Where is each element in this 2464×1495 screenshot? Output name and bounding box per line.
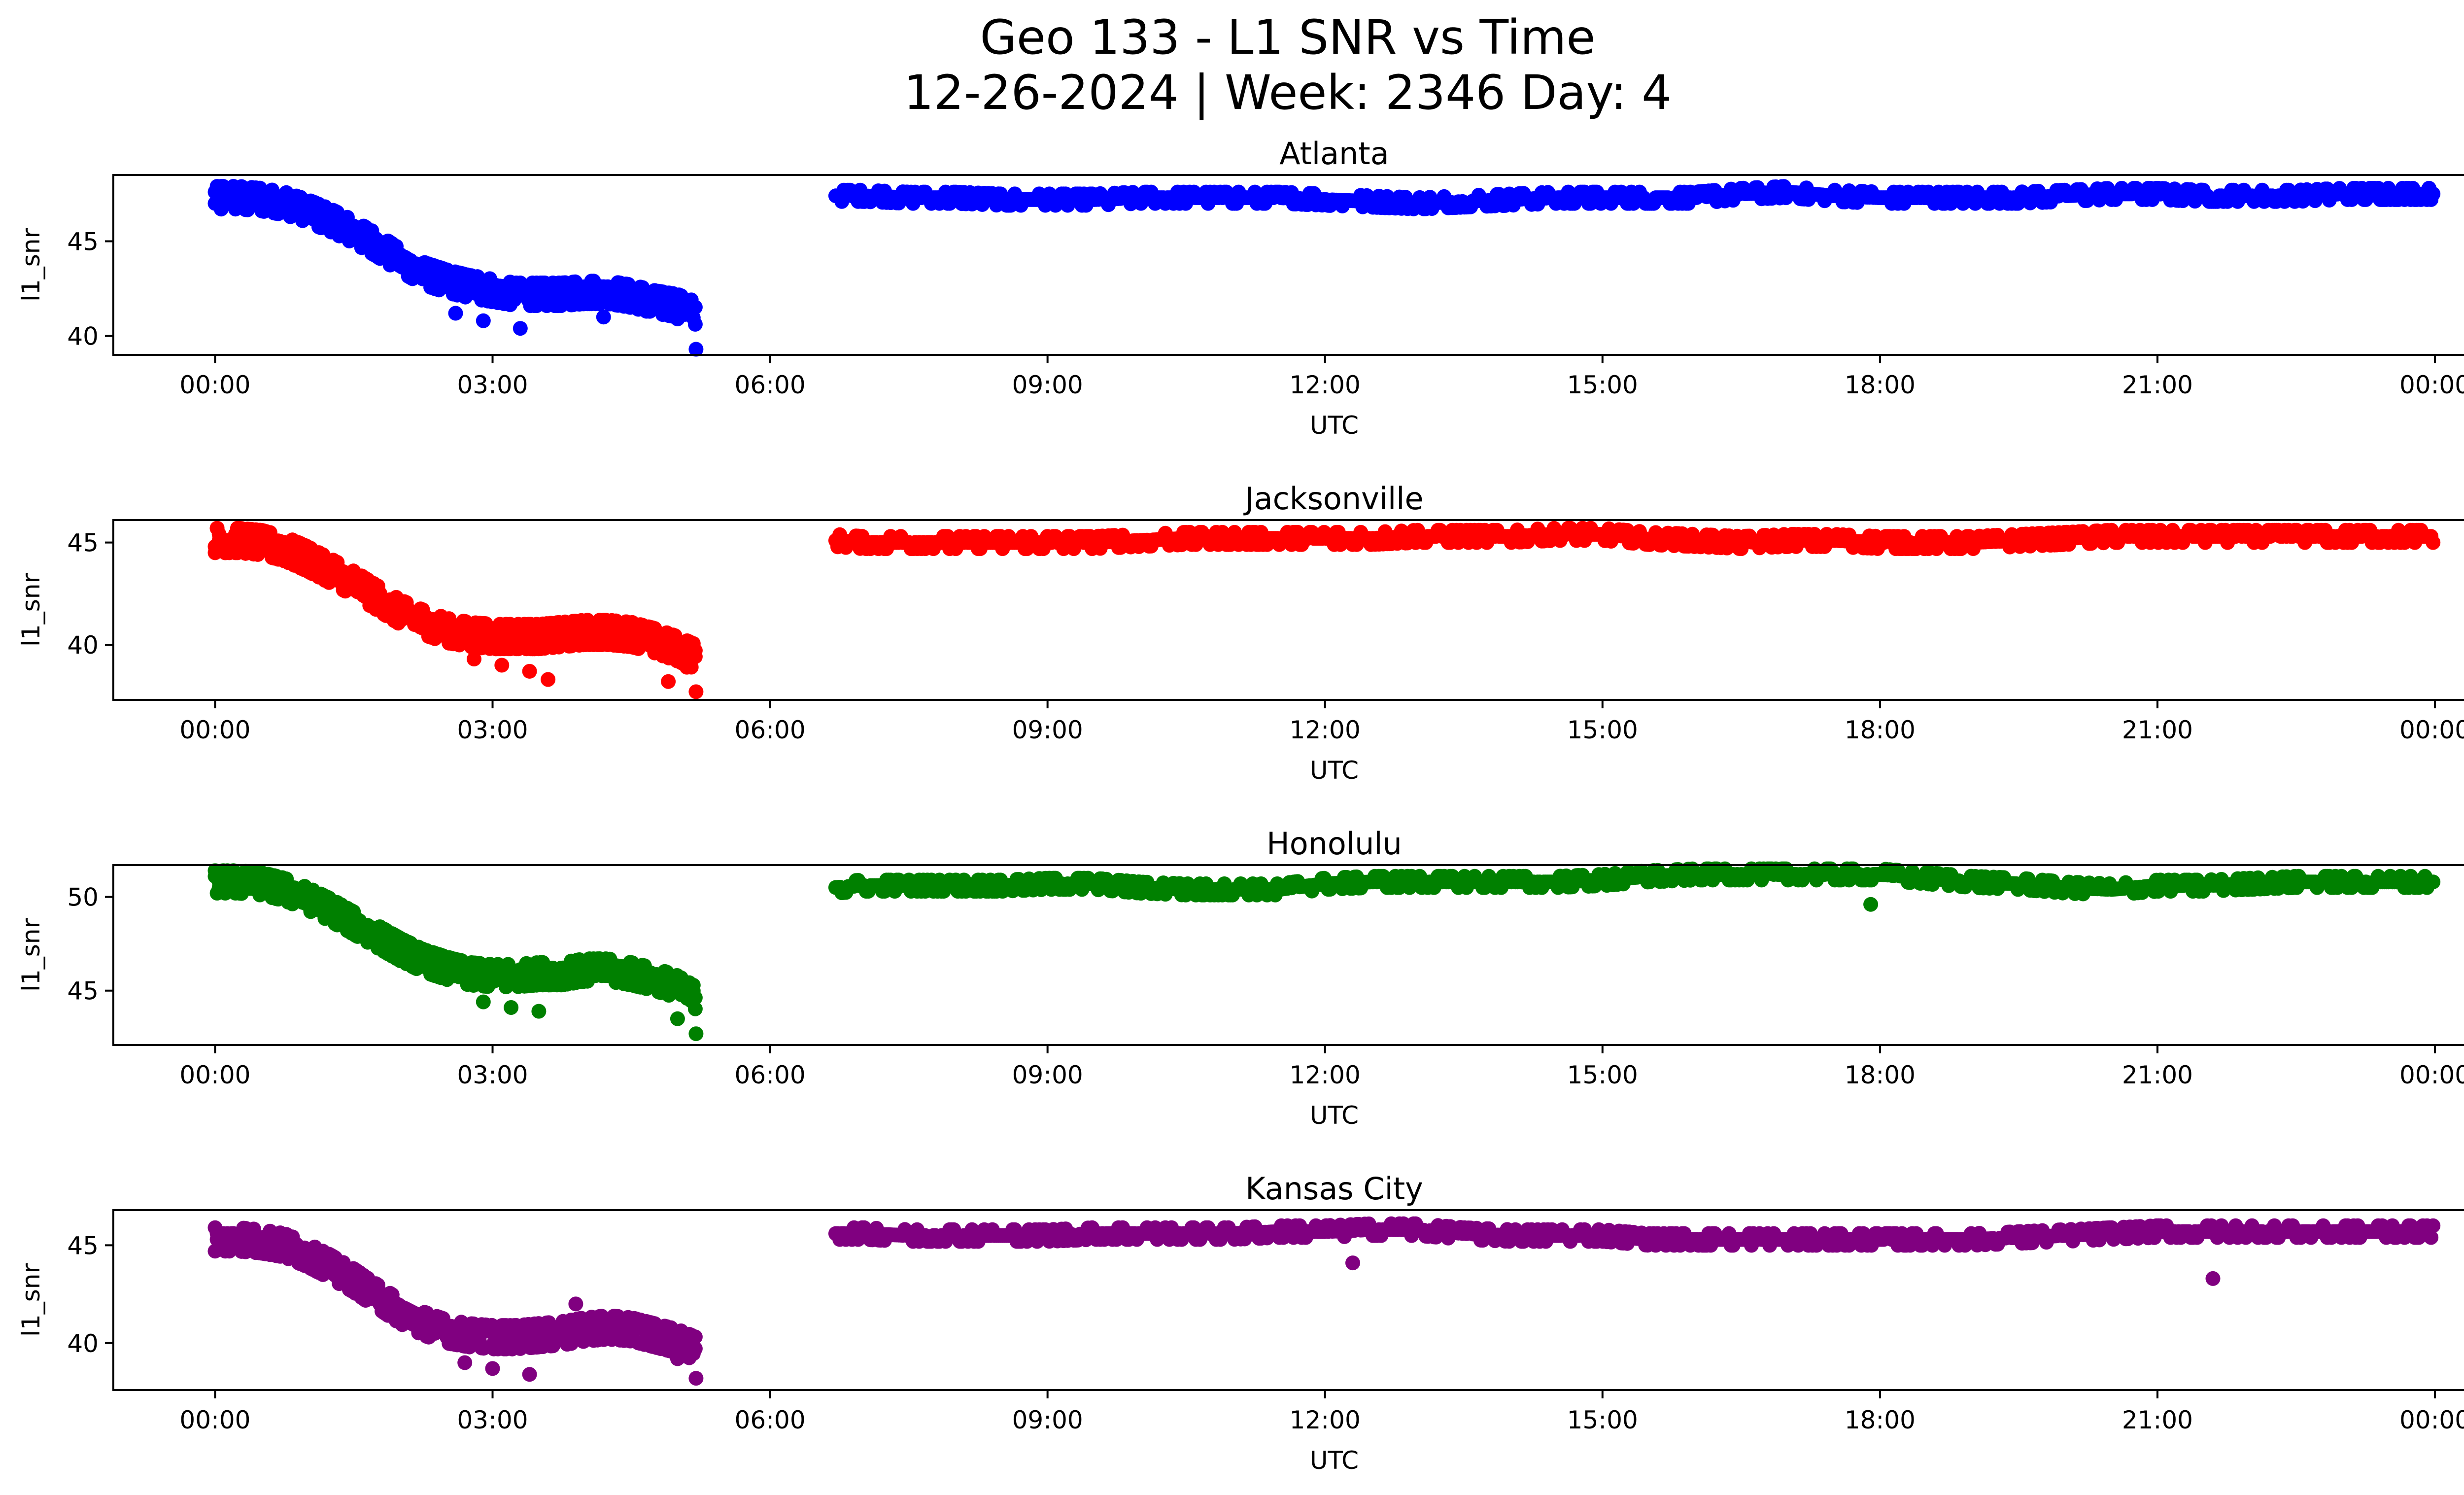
figure-title-line2: 12-26-2024 | Week: 2346 Day: 4 bbox=[903, 65, 1672, 120]
jacksonville-subplot-title: Jacksonville bbox=[1243, 481, 1423, 517]
jacksonville-point bbox=[2426, 535, 2441, 550]
atlanta-x-tick-label: 21:00 bbox=[2122, 371, 2193, 399]
jacksonville-x-tick-label: 03:00 bbox=[457, 716, 528, 744]
jacksonville-axes-frame bbox=[112, 519, 2464, 701]
honolulu-x-tick-label: 06:00 bbox=[735, 1061, 806, 1089]
honolulu-outlier-point bbox=[1863, 897, 1879, 912]
figure-title-line1: Geo 133 - L1 SNR vs Time bbox=[980, 10, 1596, 65]
atlanta-x-tick-label: 15:00 bbox=[1567, 371, 1638, 399]
honolulu-outlier-point bbox=[688, 1026, 704, 1042]
honolulu-x-tick-label: 09:00 bbox=[1012, 1061, 1083, 1089]
kansas-city-point bbox=[687, 1329, 703, 1345]
honolulu-y-tick-label: 50 bbox=[67, 883, 99, 912]
atlanta-x-tick-label: 06:00 bbox=[735, 371, 806, 399]
honolulu-outlier-point bbox=[476, 994, 491, 1009]
jacksonville-x-tick-label: 21:00 bbox=[2122, 716, 2193, 744]
jacksonville-point bbox=[687, 643, 703, 658]
atlanta-x-tick-label: 00:00 bbox=[2399, 371, 2464, 399]
jacksonville-outlier-point bbox=[522, 663, 537, 679]
kansas-city-points bbox=[207, 1216, 2441, 1386]
atlanta-point bbox=[2370, 180, 2386, 196]
atlanta-outlier-point bbox=[642, 304, 657, 319]
atlanta-outlier-point bbox=[476, 313, 491, 328]
atlanta-y-tick-label: 40 bbox=[67, 322, 99, 351]
atlanta-x-axis-label: UTC bbox=[1310, 411, 1359, 440]
jacksonville-y-axis-label: l1_snr bbox=[17, 573, 45, 647]
atlanta-points bbox=[207, 179, 2441, 357]
honolulu-point bbox=[687, 990, 703, 1005]
honolulu-point bbox=[2426, 874, 2441, 890]
atlanta-y-axis-label: l1_snr bbox=[17, 228, 45, 302]
honolulu-points bbox=[207, 861, 2441, 1042]
honolulu-subplot-title: Honolulu bbox=[1266, 826, 1402, 862]
atlanta-point bbox=[687, 316, 703, 332]
jacksonville-x-axis-label: UTC bbox=[1310, 756, 1359, 785]
jacksonville-outlier-point bbox=[661, 674, 676, 689]
kansas-city-subplot-title: Kansas City bbox=[1245, 1171, 1423, 1207]
jacksonville-outlier-point bbox=[688, 684, 704, 699]
jacksonville-x-tick-label: 12:00 bbox=[1290, 716, 1361, 744]
honolulu-axes-frame bbox=[112, 864, 2464, 1046]
honolulu-x-tick-label: 18:00 bbox=[1845, 1061, 1916, 1089]
jacksonville-points bbox=[207, 521, 2441, 699]
jacksonville-outlier-point bbox=[679, 660, 694, 675]
atlanta-axes-frame bbox=[112, 174, 2464, 356]
jacksonville-x-tick-label: 18:00 bbox=[1845, 716, 1916, 744]
atlanta-x-tick-label: 09:00 bbox=[1012, 371, 1083, 399]
atlanta-point bbox=[529, 298, 544, 313]
jacksonville-y-tick-label: 45 bbox=[67, 529, 99, 557]
jacksonville-outlier-point bbox=[541, 672, 556, 687]
atlanta-outlier-point bbox=[670, 312, 685, 326]
jacksonville-x-tick-label: 06:00 bbox=[735, 716, 806, 744]
honolulu-x-tick-label: 21:00 bbox=[2122, 1061, 2193, 1089]
jacksonville-point bbox=[207, 545, 223, 560]
atlanta-point bbox=[2426, 186, 2441, 202]
jacksonville-outlier-point bbox=[467, 652, 481, 666]
jacksonville-outlier-point bbox=[494, 658, 510, 673]
atlanta-x-tick-label: 12:00 bbox=[1290, 371, 1361, 399]
jacksonville-x-tick-label: 15:00 bbox=[1567, 716, 1638, 744]
honolulu-x-tick-label: 15:00 bbox=[1567, 1061, 1638, 1089]
jacksonville-y-tick-label: 40 bbox=[67, 631, 99, 660]
jacksonville-x-tick-label: 09:00 bbox=[1012, 716, 1083, 744]
honolulu-outlier-point bbox=[504, 1000, 519, 1015]
honolulu-outlier-point bbox=[531, 1004, 547, 1019]
atlanta-outlier-point bbox=[448, 306, 463, 321]
honolulu-x-tick-label: 00:00 bbox=[179, 1061, 250, 1089]
honolulu-y-tick-label: 45 bbox=[67, 977, 99, 1006]
jacksonville-x-tick-label: 00:00 bbox=[2399, 716, 2464, 744]
atlanta-subplot-title: Atlanta bbox=[1279, 136, 1389, 172]
honolulu-x-tick-label: 03:00 bbox=[457, 1061, 528, 1089]
honolulu-x-tick-label: 12:00 bbox=[1290, 1061, 1361, 1089]
kansas-city-point bbox=[687, 1341, 703, 1356]
jacksonville-x-tick-label: 00:00 bbox=[179, 716, 250, 744]
honolulu-point bbox=[685, 977, 701, 993]
atlanta-y-tick-label: 45 bbox=[67, 227, 99, 256]
atlanta-outlier-point bbox=[513, 321, 528, 336]
atlanta-outlier-point bbox=[688, 342, 704, 357]
atlanta-outlier-point bbox=[596, 310, 611, 325]
atlanta-x-tick-label: 00:00 bbox=[179, 371, 250, 399]
honolulu-x-axis-label: UTC bbox=[1310, 1101, 1359, 1130]
honolulu-outlier-point bbox=[670, 1011, 685, 1026]
atlanta-point bbox=[687, 300, 703, 315]
honolulu-x-tick-label: 00:00 bbox=[2399, 1061, 2464, 1089]
honolulu-y-axis-label: l1_snr bbox=[17, 918, 45, 992]
honolulu-point bbox=[687, 1001, 703, 1016]
kansas-city-x-axis-label: UTC bbox=[1310, 1446, 1359, 1475]
atlanta-x-tick-label: 18:00 bbox=[1845, 371, 1916, 399]
atlanta-x-tick-label: 03:00 bbox=[457, 371, 528, 399]
kansas-city-y-axis-label: l1_snr bbox=[17, 1263, 45, 1337]
